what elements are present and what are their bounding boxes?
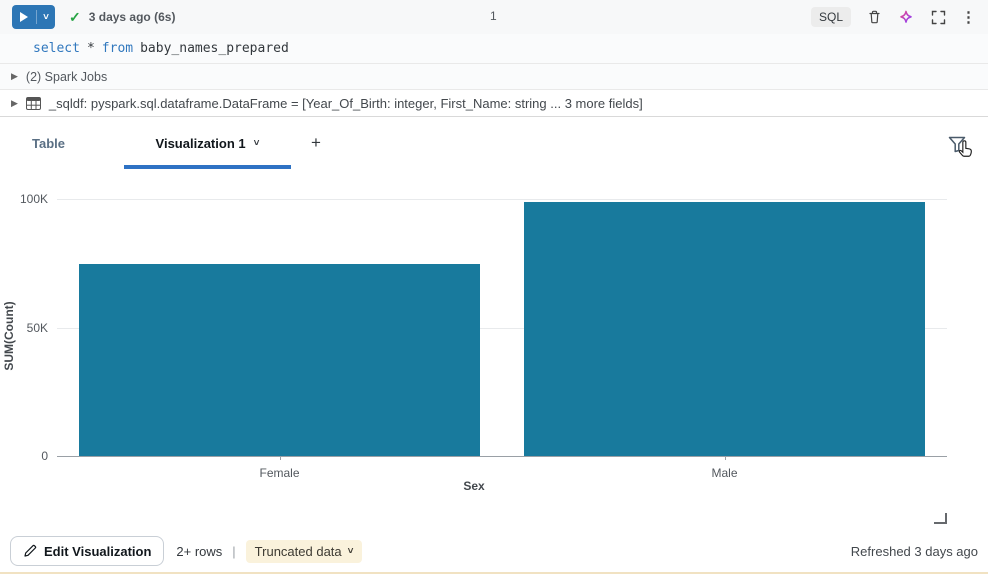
y-axis-title: SUM(Count) [2, 301, 16, 371]
run-options-chevron-icon[interactable]: ˅ [43, 11, 49, 23]
run-cell-button[interactable]: ˅ [12, 5, 55, 29]
sqldf-row[interactable]: ▶ _sqldf: pyspark.sql.dataframe.DataFram… [0, 89, 988, 117]
results-resize-handle[interactable] [934, 513, 947, 524]
y-tick-label: 50K [26, 320, 48, 335]
x-tick-label: Male [711, 466, 738, 480]
expand-triangle-icon[interactable]: ▶ [11, 71, 18, 81]
last-run-status: 3 days ago (6s) [88, 10, 176, 24]
sql-keyword: from [101, 41, 134, 56]
footer-divider: | [232, 543, 236, 559]
y-tick-label: 0 [41, 449, 48, 463]
tab-visualization-label: Visualization 1 [155, 135, 246, 151]
assistant-sparkle-icon[interactable] [897, 8, 915, 26]
results-footer: Edit Visualization 2+ rows | Truncated d… [0, 530, 988, 572]
x-axis-title: Sex [463, 479, 485, 493]
refreshed-status: Refreshed 3 days ago [850, 543, 978, 559]
spark-jobs-label: (2) Spark Jobs [25, 69, 108, 84]
row-count-label: 2+ rows [176, 543, 223, 559]
x-tick [724, 456, 726, 460]
chevron-down-icon: ˅ [347, 545, 354, 557]
sqldf-schema-label: _sqldf: pyspark.sql.dataframe.DataFrame … [48, 95, 643, 111]
tab-table[interactable]: Table [32, 135, 65, 151]
edit-visualization-button[interactable]: Edit Visualization [10, 536, 165, 566]
sql-operator: * [86, 41, 95, 56]
play-icon[interactable] [12, 5, 36, 29]
tab-visualization-1[interactable]: Visualization 1 ˅ [124, 117, 291, 169]
truncated-data-label: Truncated data [254, 543, 342, 559]
add-visualization-button[interactable]: + [311, 133, 321, 152]
success-check-icon: ✓ [69, 8, 81, 25]
gridline [57, 327, 947, 329]
spark-jobs-row[interactable]: ▶ (2) Spark Jobs [0, 63, 988, 89]
cell-menu-kebab-icon[interactable]: ⋮ [961, 8, 976, 26]
code-editor[interactable]: select * from baby_names_prepared [0, 34, 988, 63]
edit-visualization-label: Edit Visualization [44, 543, 152, 559]
cell-toolbar: ˅ ✓ 3 days ago (6s) 1 SQL ⋮ [0, 0, 988, 34]
cell-bottom-border [0, 572, 988, 574]
bar-female[interactable] [79, 264, 480, 456]
bar-male[interactable] [524, 202, 925, 456]
gridline [57, 199, 947, 200]
chevron-down-icon[interactable]: ˅ [253, 137, 260, 149]
dataframe-table-icon [25, 96, 41, 110]
results-tab-bar: Table Visualization 1 ˅ + [0, 117, 988, 169]
x-axis-line [57, 456, 947, 457]
funnel-icon [948, 136, 966, 152]
pencil-icon [24, 544, 37, 557]
sql-table-name: baby_names_prepared [140, 41, 289, 56]
x-tick-label: Female [259, 466, 300, 480]
sql-keyword: select [33, 41, 80, 56]
x-tick [279, 456, 281, 460]
cell-toolbar-actions: SQL ⋮ [810, 7, 976, 27]
filter-results-button[interactable] [944, 131, 970, 157]
y-tick-label: 100K [19, 192, 48, 206]
delete-cell-icon[interactable] [865, 8, 883, 26]
cell-number: 1 [490, 9, 497, 23]
bar-chart: 0 50K 100K Female Male SUM(Count) Sex [0, 169, 988, 509]
language-selector[interactable]: SQL [810, 7, 851, 27]
expand-triangle-icon[interactable]: ▶ [11, 97, 18, 108]
truncated-data-badge[interactable]: Truncated data ˅ [245, 539, 363, 563]
maximize-cell-icon[interactable] [929, 8, 947, 26]
